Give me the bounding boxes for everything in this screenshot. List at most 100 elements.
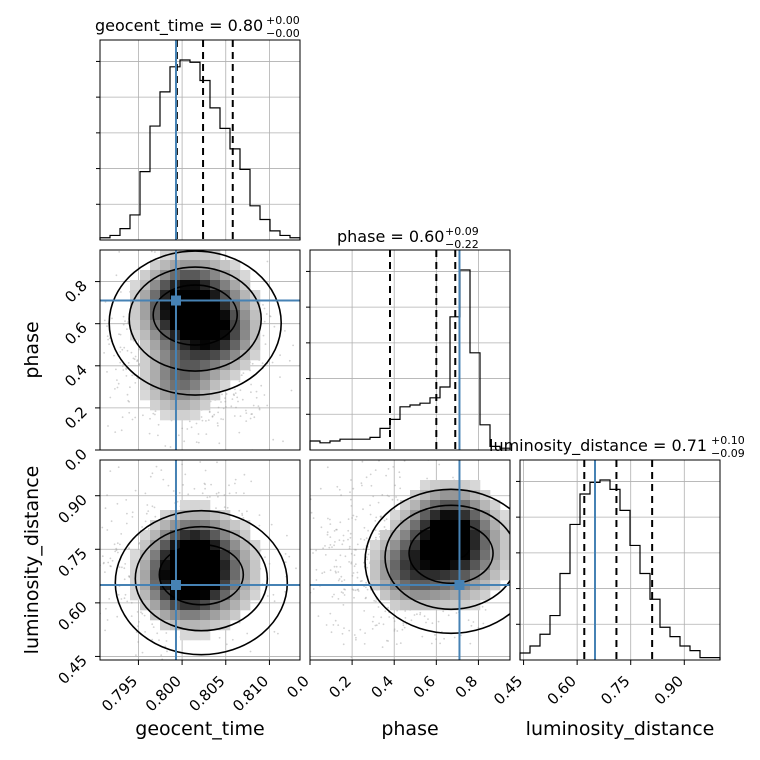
scatter-point bbox=[142, 414, 144, 417]
scatter-point bbox=[354, 548, 356, 551]
density-cell bbox=[220, 560, 231, 571]
scatter-point bbox=[234, 392, 237, 394]
scatter-point bbox=[481, 605, 484, 608]
y-tick-label-phase: 0.8 bbox=[61, 277, 91, 307]
scatter-point bbox=[263, 307, 266, 310]
scatter-point bbox=[435, 638, 437, 640]
density-cell bbox=[190, 380, 201, 391]
scatter-point bbox=[181, 463, 184, 466]
scatter-point bbox=[392, 617, 395, 619]
scatter-point bbox=[370, 484, 373, 487]
density-cell bbox=[230, 560, 241, 571]
scatter-point bbox=[301, 577, 303, 579]
density-cell bbox=[380, 590, 391, 601]
scatter-point bbox=[101, 526, 104, 529]
density-cell bbox=[180, 300, 191, 311]
density-cell bbox=[190, 290, 201, 301]
scatter-point bbox=[154, 410, 157, 412]
density-cell bbox=[410, 560, 421, 571]
scatter-point bbox=[146, 242, 148, 244]
scatter-point bbox=[385, 518, 388, 521]
scatter-point bbox=[205, 420, 207, 422]
scatter-point bbox=[235, 677, 237, 679]
scatter-point bbox=[125, 522, 128, 525]
density-cell bbox=[160, 600, 171, 611]
scatter-point bbox=[383, 519, 386, 522]
scatter-point bbox=[273, 325, 276, 328]
scatter-point bbox=[329, 569, 332, 572]
scatter-point bbox=[106, 529, 109, 531]
scatter-point bbox=[118, 333, 120, 336]
scatter-point bbox=[235, 406, 237, 409]
contour-level-4 bbox=[364, 488, 510, 635]
scatter-point bbox=[273, 630, 276, 633]
scatter-point bbox=[109, 470, 112, 472]
scatter-point bbox=[204, 483, 207, 486]
density-cell bbox=[470, 480, 481, 491]
density-cell bbox=[200, 610, 211, 621]
density-cell bbox=[130, 280, 141, 291]
density-cell bbox=[390, 510, 401, 521]
scatter-point bbox=[151, 472, 154, 475]
scatter-point bbox=[123, 567, 126, 570]
scatter-point bbox=[324, 554, 327, 556]
density-cell bbox=[420, 570, 431, 581]
density-cell bbox=[230, 290, 241, 301]
scatter-point bbox=[401, 628, 404, 631]
scatter-point bbox=[151, 638, 154, 641]
scatter-point bbox=[165, 640, 168, 642]
density-cell bbox=[210, 540, 221, 551]
scatter-point bbox=[116, 542, 119, 545]
density-cell bbox=[250, 560, 261, 571]
density-cell bbox=[410, 600, 421, 611]
density-cell bbox=[450, 510, 461, 521]
density-cell bbox=[230, 310, 241, 321]
density-cell bbox=[160, 380, 171, 391]
density-cell bbox=[130, 550, 141, 561]
density-cell bbox=[190, 500, 201, 511]
density-cell bbox=[140, 300, 151, 311]
scatter-point bbox=[97, 541, 99, 543]
density-cell bbox=[150, 360, 161, 371]
scatter-point bbox=[207, 419, 210, 421]
scatter-point bbox=[388, 495, 390, 498]
density-cell bbox=[250, 290, 261, 301]
scatter-point bbox=[103, 561, 105, 564]
scatter-point bbox=[401, 690, 403, 692]
scatter-point bbox=[352, 514, 355, 517]
scatter-point bbox=[371, 620, 374, 623]
scatter-point bbox=[342, 592, 344, 594]
scatter-point bbox=[334, 570, 337, 573]
density-cell bbox=[150, 600, 161, 611]
scatter-point bbox=[277, 632, 279, 635]
scatter-point bbox=[235, 492, 238, 494]
scatter-point bbox=[151, 505, 154, 508]
scatter-point bbox=[120, 429, 123, 432]
density-cell bbox=[160, 410, 171, 421]
scatter-point bbox=[374, 624, 377, 627]
scatter-point bbox=[320, 456, 322, 458]
scatter-point bbox=[117, 466, 120, 469]
density-cell bbox=[180, 250, 191, 261]
density-cell bbox=[220, 310, 231, 321]
density-cell bbox=[160, 610, 171, 621]
density-cell bbox=[420, 560, 431, 571]
density-cell bbox=[150, 550, 161, 561]
scatter-point bbox=[338, 539, 341, 542]
scatter-point bbox=[228, 448, 230, 450]
scatter-point bbox=[250, 383, 253, 386]
density-cell bbox=[410, 510, 421, 521]
scatter-point bbox=[130, 601, 133, 604]
scatter-point bbox=[107, 425, 109, 427]
scatter-point bbox=[84, 322, 86, 324]
scatter-point bbox=[108, 337, 111, 340]
scatter-point bbox=[377, 501, 380, 504]
scatter-point bbox=[273, 600, 276, 603]
scatter-point bbox=[119, 351, 122, 353]
scatter-point bbox=[372, 616, 375, 618]
scatter-point bbox=[91, 406, 93, 408]
scatter-point bbox=[242, 517, 245, 519]
scatter-point bbox=[319, 347, 321, 349]
density-cell bbox=[500, 510, 510, 521]
scatter-point bbox=[350, 561, 353, 564]
